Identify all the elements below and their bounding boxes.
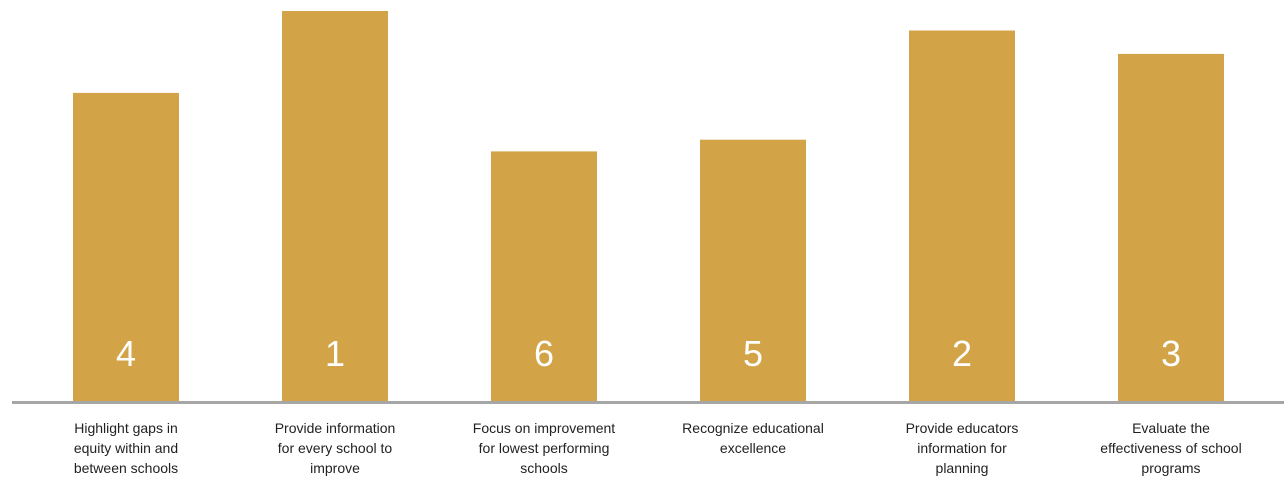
category-label-4: Recognize educational excellence: [682, 420, 824, 456]
bar-label-6: 3: [1161, 333, 1181, 374]
category-label-5: Provide educators information for planning: [906, 420, 1019, 476]
category-label-1: Highlight gaps in equity within and betwee…: [74, 420, 178, 476]
category-label-line: Evaluate the: [1132, 420, 1210, 436]
category-label-6: Evaluate the effectiveness of school progr…: [1100, 420, 1241, 476]
category-label-line: Provide educators: [906, 420, 1019, 436]
category-label-line: effectiveness of school: [1100, 440, 1241, 456]
bar-1: [73, 92, 179, 402]
bar-6: [1118, 53, 1224, 402]
category-label-line: between schools: [74, 460, 178, 476]
category-label-line: excellence: [720, 440, 786, 456]
bar-2: [282, 11, 388, 401]
category-label-line: Provide information: [275, 420, 396, 436]
category-label-line: Recognize educational: [682, 420, 824, 436]
bar-4: [700, 139, 806, 401]
bars-group: [73, 11, 1224, 402]
bar-label-2: 1: [325, 333, 345, 374]
category-label-line: information for: [917, 440, 1007, 456]
category-label-2: Provide information for every school to im…: [275, 420, 396, 476]
category-label-line: for lowest performing: [479, 440, 610, 456]
bar-labels-group: 4 1 6 5 2 3: [116, 333, 1181, 374]
category-labels-group: Highlight gaps in equity within and betwee…: [74, 420, 1242, 476]
category-label-line: programs: [1141, 460, 1200, 476]
category-label-line: schools: [520, 460, 567, 476]
category-label-line: Highlight gaps in: [74, 420, 178, 436]
category-label-line: planning: [936, 460, 989, 476]
bar-5: [909, 30, 1015, 401]
bar-label-4: 5: [743, 333, 763, 374]
bar-label-3: 6: [534, 333, 554, 374]
category-label-line: improve: [310, 460, 360, 476]
bar-label-1: 4: [116, 333, 136, 374]
category-label-line: equity within and: [74, 440, 178, 456]
category-label-line: Focus on improvement: [473, 420, 616, 436]
category-label-line: for every school to: [278, 440, 393, 456]
bar-label-5: 2: [952, 333, 972, 374]
bar-3: [491, 151, 597, 401]
category-label-3: Focus on improvement for lowest performin…: [473, 420, 616, 476]
